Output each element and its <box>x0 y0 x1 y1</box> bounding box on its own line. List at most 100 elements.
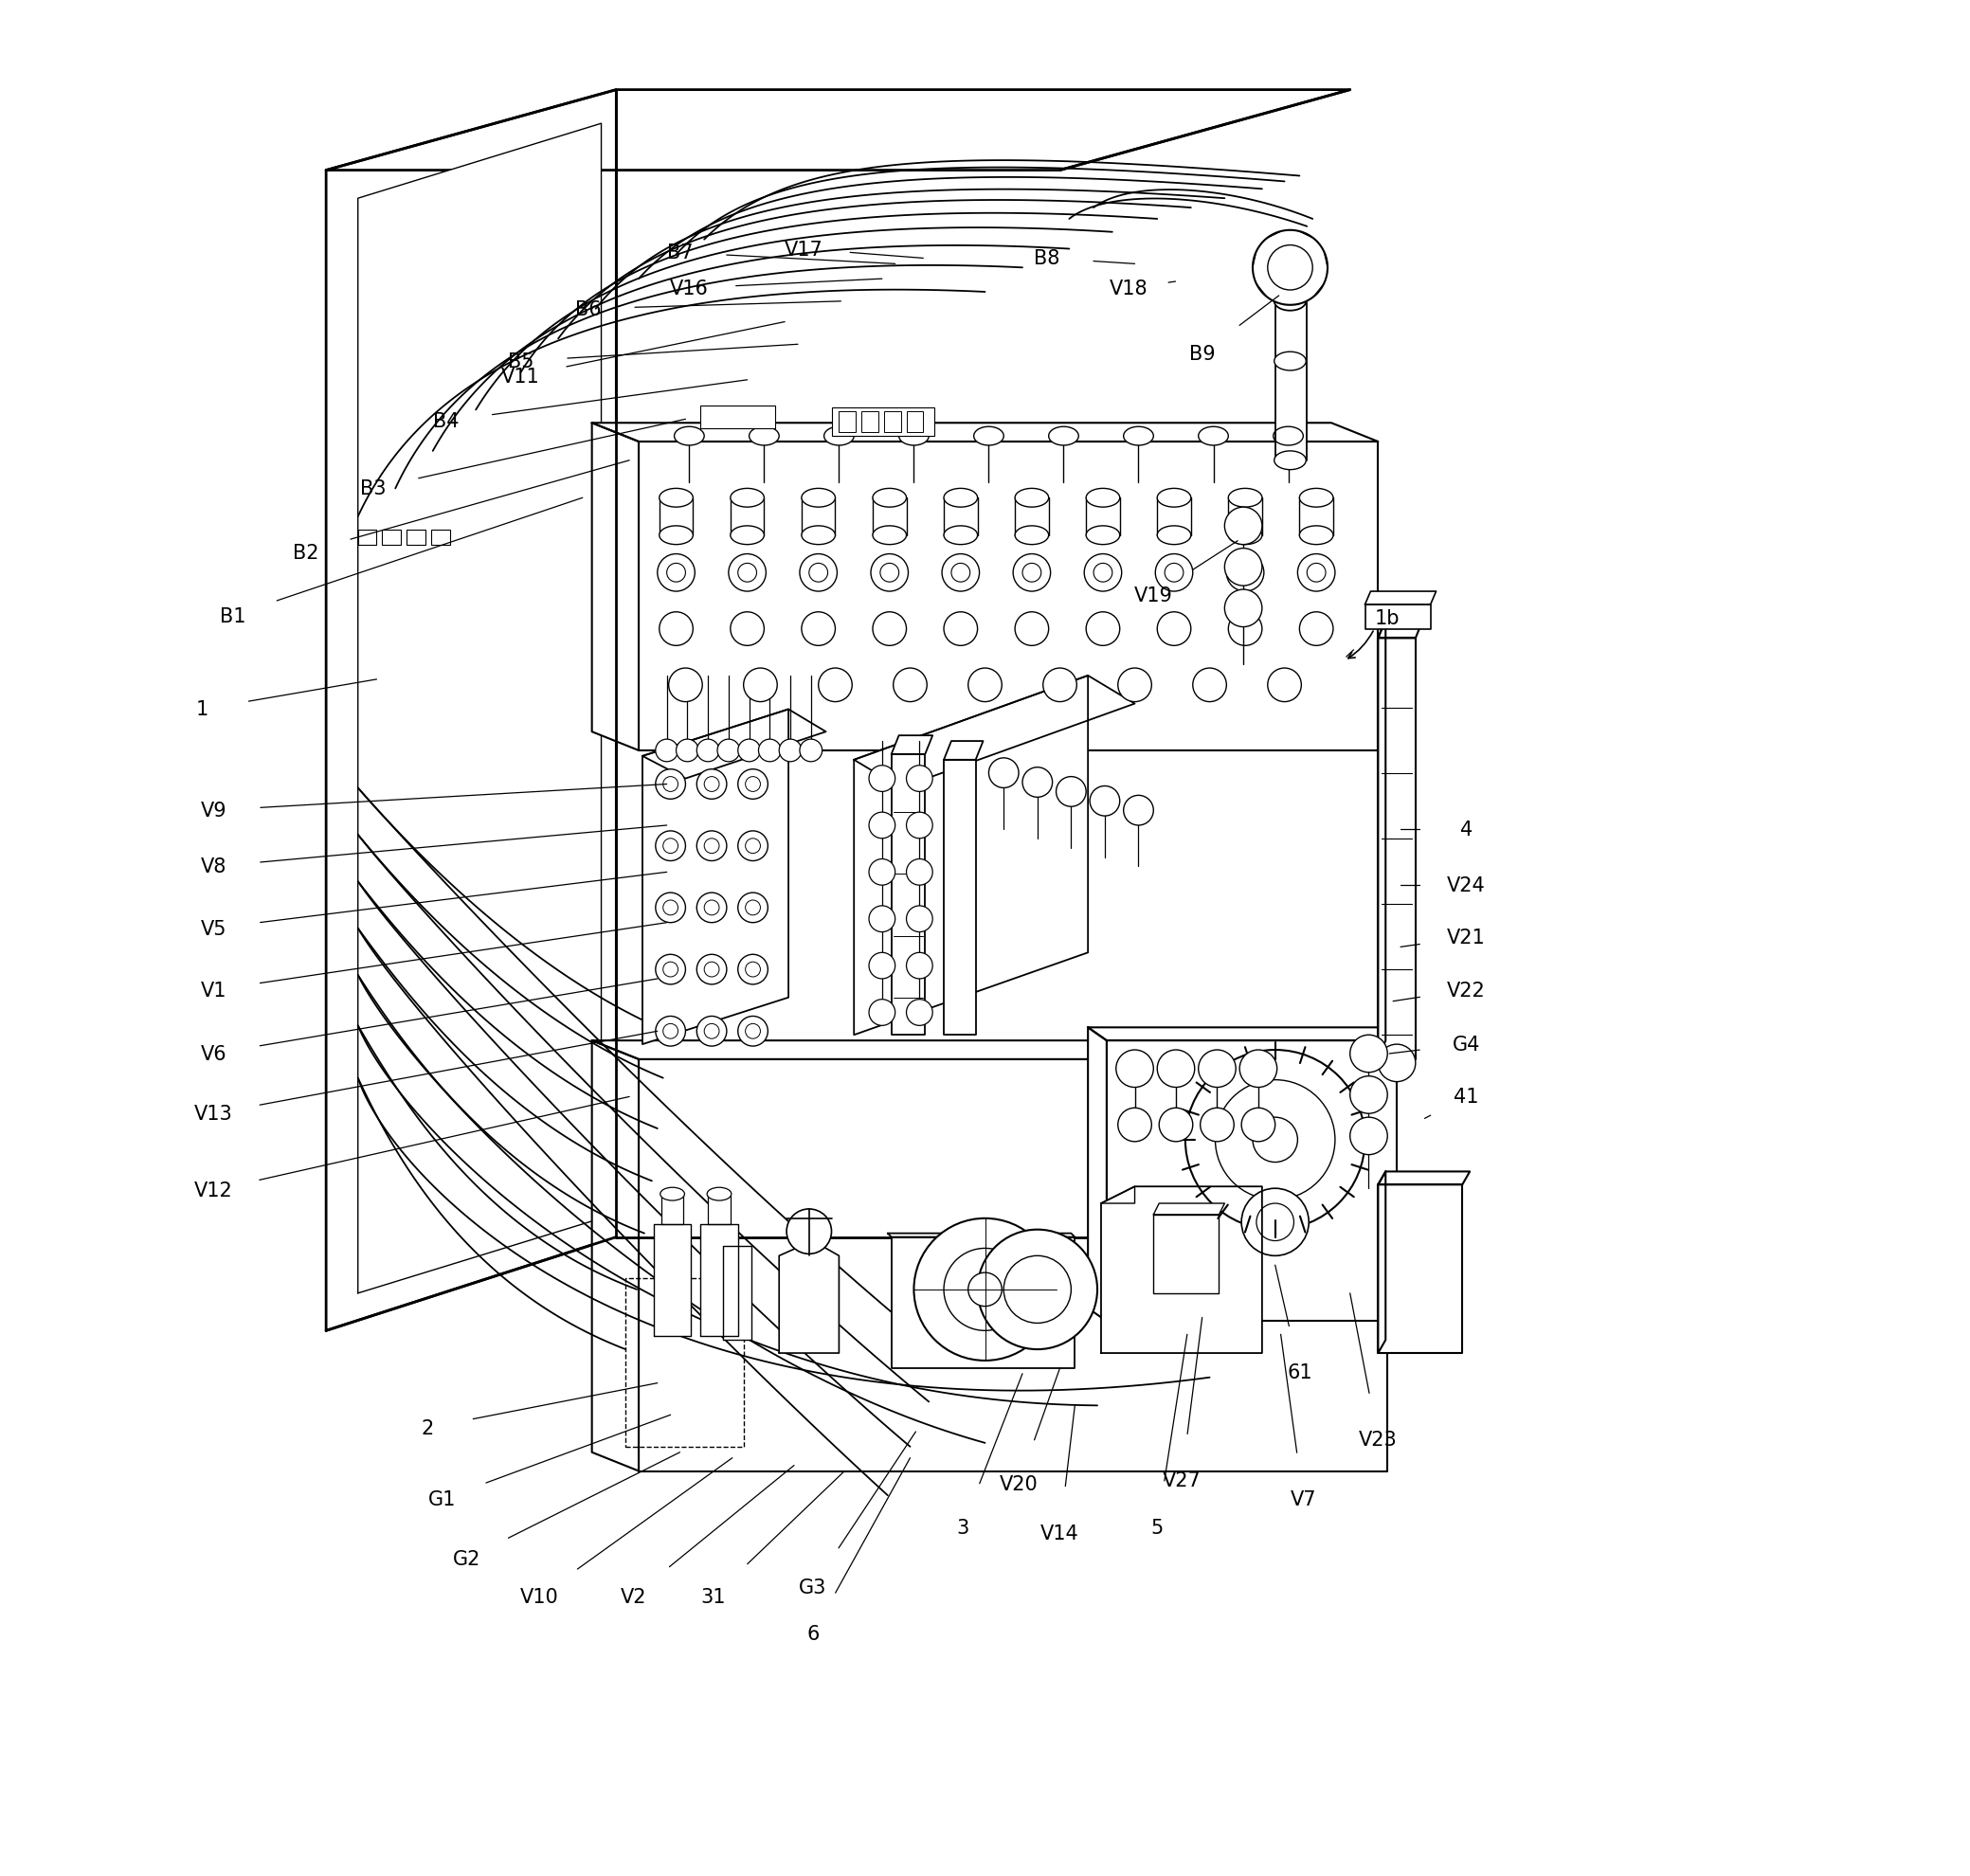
Circle shape <box>664 1024 678 1039</box>
Circle shape <box>703 900 719 915</box>
Circle shape <box>1154 555 1192 593</box>
Ellipse shape <box>1229 527 1263 546</box>
Circle shape <box>1200 1109 1233 1142</box>
Text: V16: V16 <box>670 280 709 298</box>
Text: B8: B8 <box>1034 250 1060 268</box>
Polygon shape <box>707 1197 731 1225</box>
Ellipse shape <box>707 1188 731 1201</box>
Polygon shape <box>638 1060 1387 1471</box>
Ellipse shape <box>674 428 703 446</box>
Circle shape <box>739 769 768 799</box>
Circle shape <box>703 777 719 792</box>
Circle shape <box>664 839 678 854</box>
Circle shape <box>1198 1051 1235 1088</box>
Polygon shape <box>591 1041 638 1471</box>
Text: B5: B5 <box>508 353 534 371</box>
Circle shape <box>1117 1051 1154 1088</box>
Circle shape <box>1156 1051 1194 1088</box>
Bar <box>906 413 924 433</box>
Circle shape <box>656 831 686 861</box>
Polygon shape <box>642 709 788 1045</box>
Text: V23: V23 <box>1359 1430 1397 1448</box>
Polygon shape <box>853 675 1135 788</box>
Circle shape <box>739 893 768 923</box>
Text: 1b: 1b <box>1375 608 1401 628</box>
Circle shape <box>1379 1045 1416 1082</box>
Text: V21: V21 <box>1446 929 1485 947</box>
Text: V8: V8 <box>201 857 227 876</box>
Circle shape <box>758 739 780 762</box>
Ellipse shape <box>731 527 764 546</box>
Circle shape <box>800 739 821 762</box>
Circle shape <box>778 739 802 762</box>
Circle shape <box>697 1017 727 1047</box>
Circle shape <box>1123 795 1154 825</box>
Ellipse shape <box>749 428 778 446</box>
Text: 31: 31 <box>701 1587 727 1606</box>
Circle shape <box>745 839 760 854</box>
Polygon shape <box>591 424 1379 443</box>
Ellipse shape <box>1198 428 1229 446</box>
Bar <box>359 531 376 546</box>
Circle shape <box>1084 555 1121 593</box>
Ellipse shape <box>823 428 853 446</box>
Circle shape <box>666 565 686 583</box>
Polygon shape <box>591 1041 1387 1060</box>
Circle shape <box>869 859 894 885</box>
Circle shape <box>703 1024 719 1039</box>
Circle shape <box>906 812 932 839</box>
Circle shape <box>668 668 703 702</box>
Circle shape <box>658 555 695 593</box>
Text: B3: B3 <box>361 480 386 499</box>
Ellipse shape <box>1015 490 1048 508</box>
Circle shape <box>697 739 719 762</box>
Circle shape <box>1227 555 1265 593</box>
Text: 41: 41 <box>1454 1088 1479 1107</box>
Ellipse shape <box>1275 452 1306 471</box>
Circle shape <box>1085 612 1119 645</box>
Circle shape <box>717 739 741 762</box>
Circle shape <box>914 1219 1056 1360</box>
Circle shape <box>944 1249 1026 1330</box>
Text: V12: V12 <box>195 1182 232 1201</box>
Bar <box>885 413 900 433</box>
Circle shape <box>664 777 678 792</box>
Circle shape <box>802 612 835 645</box>
Ellipse shape <box>1085 527 1119 546</box>
Text: 1: 1 <box>197 700 209 719</box>
Circle shape <box>731 612 764 645</box>
Text: 3: 3 <box>955 1518 969 1536</box>
Circle shape <box>1267 246 1312 291</box>
Bar <box>701 407 776 430</box>
Polygon shape <box>1101 1188 1263 1353</box>
Text: V17: V17 <box>784 240 823 259</box>
Circle shape <box>881 565 898 583</box>
Circle shape <box>739 739 760 762</box>
Circle shape <box>906 1000 932 1026</box>
Circle shape <box>967 668 1003 702</box>
Circle shape <box>1225 591 1263 627</box>
Circle shape <box>1089 786 1119 816</box>
Circle shape <box>1186 1051 1365 1231</box>
Text: G3: G3 <box>800 1578 827 1596</box>
Circle shape <box>1253 1118 1298 1163</box>
Polygon shape <box>654 1225 691 1336</box>
Circle shape <box>1300 612 1334 645</box>
Circle shape <box>1158 1109 1192 1142</box>
Text: V14: V14 <box>1040 1523 1080 1542</box>
Circle shape <box>1267 668 1302 702</box>
Ellipse shape <box>731 490 764 508</box>
Circle shape <box>703 962 719 977</box>
Circle shape <box>1225 508 1263 546</box>
Circle shape <box>1156 612 1192 645</box>
Circle shape <box>697 831 727 861</box>
Ellipse shape <box>1123 428 1154 446</box>
Text: V18: V18 <box>1109 280 1149 298</box>
Circle shape <box>1225 550 1263 587</box>
Text: V24: V24 <box>1446 876 1485 895</box>
Ellipse shape <box>660 490 693 508</box>
Circle shape <box>818 668 853 702</box>
Polygon shape <box>1154 1216 1219 1293</box>
Circle shape <box>977 1231 1097 1349</box>
Ellipse shape <box>1015 527 1048 546</box>
